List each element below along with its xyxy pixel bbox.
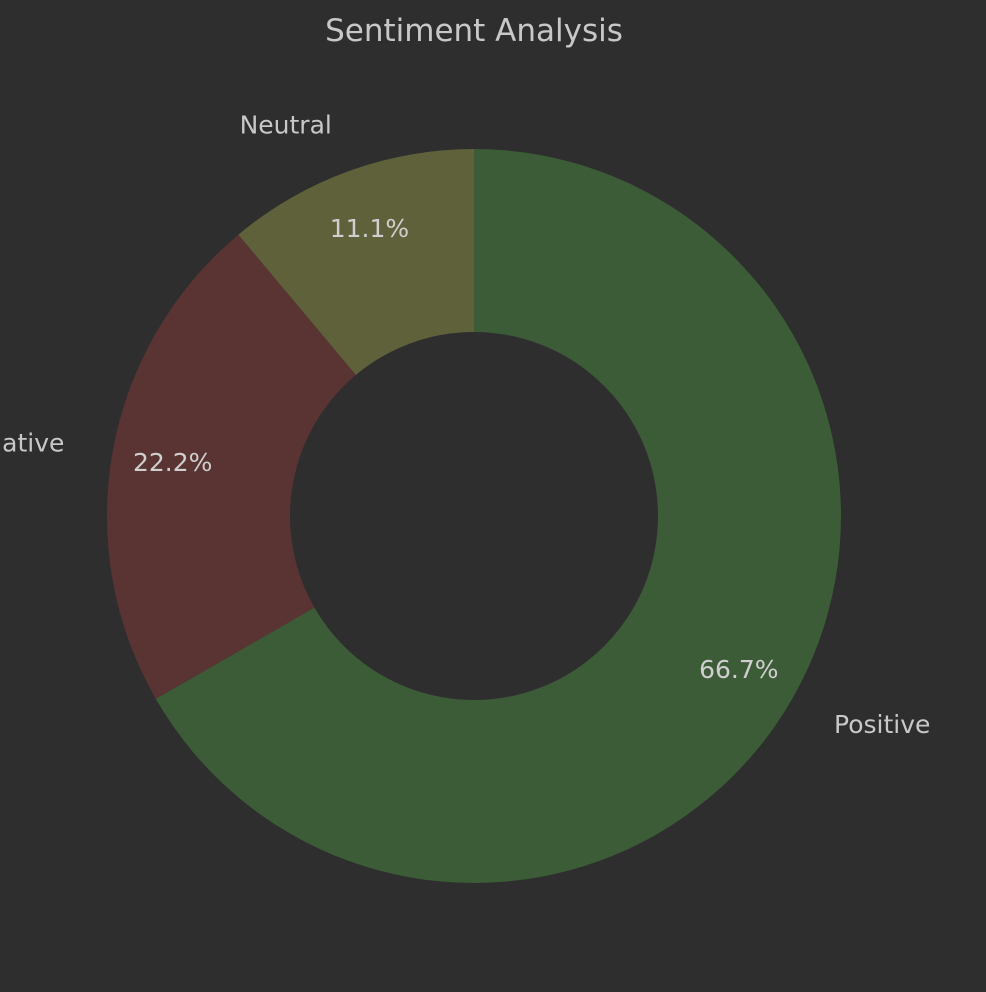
slice-negative xyxy=(106,234,356,699)
category-label-positive: Positive xyxy=(834,710,930,739)
category-label-neutral: Neutral xyxy=(240,111,332,140)
slice-positive xyxy=(155,149,842,883)
pct-label-neutral: 11.1% xyxy=(330,214,409,243)
chart-title: Sentiment Analysis xyxy=(325,13,623,49)
pct-label-positive: 66.7% xyxy=(699,655,778,684)
donut-labels: 11.1% Neutral 22.2% Negative 66.7% Positive xyxy=(0,111,930,739)
pct-label-negative: 22.2% xyxy=(133,448,212,477)
donut-slices xyxy=(106,149,842,883)
slice-neutral xyxy=(238,149,474,375)
category-label-negative: Negative xyxy=(0,429,64,458)
